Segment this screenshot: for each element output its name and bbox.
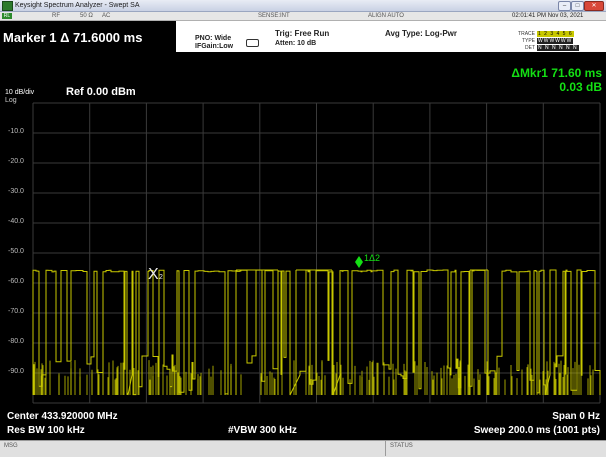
minimize-button[interactable]: –	[558, 1, 571, 11]
attenuation-setting: Atten: 10 dB	[275, 40, 317, 47]
y-tick-label: -20.0	[8, 158, 24, 165]
det-row: DET N N N N N N	[510, 45, 579, 51]
trigger-setting: Trig: Free Run	[275, 29, 330, 38]
close-button[interactable]: ✕	[584, 1, 604, 11]
resolution-bandwidth[interactable]: Res BW 100 kHz	[7, 425, 85, 436]
y-tick-labels: -10.0 -20.0 -30.0 -40.0 -50.0 -60.0 -70.…	[8, 128, 24, 375]
log-scale-label: Log	[5, 97, 17, 104]
input-coupling: AC	[102, 13, 111, 19]
sense-status: SENSE:INT	[258, 13, 290, 19]
graticule	[32, 102, 601, 404]
det-value: N N N N N N	[537, 45, 579, 51]
ref-level[interactable]: Ref 0.00 dBm	[66, 86, 136, 98]
sweep-time[interactable]: Sweep 200.0 ms (1001 pts)	[473, 425, 600, 436]
center-frequency[interactable]: Center 433.920000 MHz	[7, 411, 118, 422]
type-row: TYPE WWWWWW	[510, 38, 574, 44]
coupling-icon	[246, 39, 259, 47]
trace-value: 1 2 3 4 5 6	[537, 31, 574, 37]
y-tick-label: -50.0	[8, 248, 24, 255]
trace-1	[32, 269, 601, 396]
y-tick-label: -70.0	[8, 308, 24, 315]
message-area: MSG	[4, 443, 18, 449]
status-area: STATUS	[390, 443, 413, 449]
video-bandwidth[interactable]: #VBW 300 kHz	[228, 425, 297, 436]
type-value: WWWWWW	[537, 38, 574, 44]
scale-per-div: 10 dB/div	[5, 89, 35, 96]
ref-marker-label: 1Δ2	[364, 253, 380, 263]
status-divider	[385, 441, 386, 456]
mode-icon: RL	[2, 13, 12, 19]
app-icon	[2, 1, 13, 11]
y-tick-label: -60.0	[8, 278, 24, 285]
title-bar: Keysight Spectrum Analyzer - Swept SA – …	[0, 0, 606, 12]
trace-display[interactable]	[0, 52, 606, 410]
marker-readout-box	[0, 21, 176, 52]
trace-row: TRACE 1 2 3 4 5 6	[510, 31, 574, 37]
y-tick-label: -80.0	[8, 338, 24, 345]
datetime: 02:01:41 PM Nov 03, 2021	[512, 13, 584, 19]
y-tick-label: -90.0	[8, 368, 24, 375]
det-label: DET	[525, 45, 535, 51]
delta-marker-amplitude: 0.03 dB	[559, 80, 602, 94]
delta-marker-time: ΔMkr1 71.60 ms	[511, 66, 602, 80]
status-strip: RL RF 50 Ω AC SENSE:INT ALIGN AUTO 02:01…	[0, 12, 606, 21]
span[interactable]: Span 0 Hz	[552, 411, 600, 422]
y-tick-label: -40.0	[8, 218, 24, 225]
bottom-annotation-panel	[0, 410, 606, 440]
trace-line	[32, 269, 601, 396]
align-status: ALIGN AUTO	[368, 13, 404, 19]
input-impedance: 50 Ω	[80, 13, 93, 19]
status-bar	[0, 440, 606, 457]
marker-diamond[interactable]	[355, 256, 363, 268]
marker-x[interactable]: X	[148, 266, 159, 283]
type-label: TYPE	[521, 38, 535, 44]
marker-x-sub: 2	[159, 274, 163, 281]
pno-setting: PNO: Wide	[195, 35, 232, 42]
marker-readout[interactable]: Marker 1 Δ 71.6000 ms	[3, 30, 143, 45]
window-title: Keysight Spectrum Analyzer - Swept SA	[15, 2, 140, 9]
avg-type-setting: Avg Type: Log-Pwr	[385, 29, 457, 38]
maximize-button[interactable]: □	[571, 1, 584, 11]
input-rf: RF	[52, 13, 60, 19]
trace-label: TRACE	[518, 31, 535, 37]
y-tick-label: -30.0	[8, 188, 24, 195]
y-tick-label: -10.0	[8, 128, 24, 135]
ifgain-setting: IFGain:Low	[195, 43, 234, 50]
